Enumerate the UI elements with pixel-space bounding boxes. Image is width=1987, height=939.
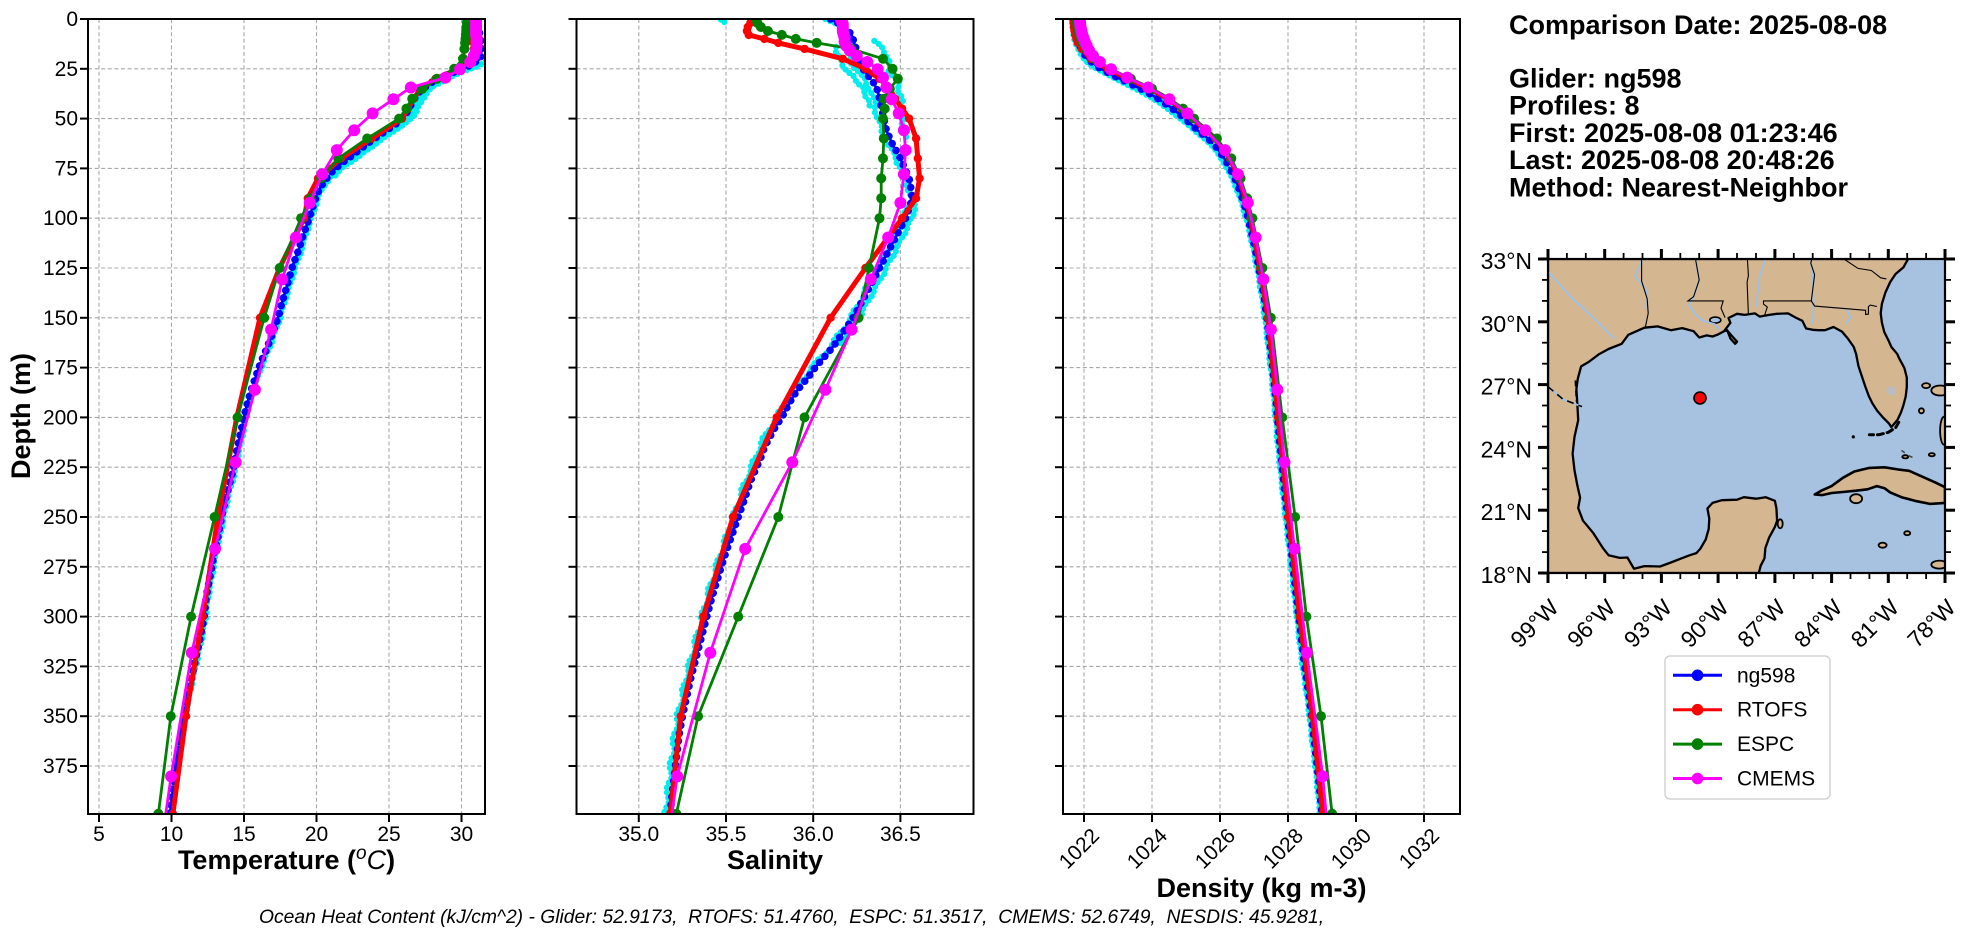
svg-text:25: 25: [377, 823, 400, 846]
svg-text:First: 2025-08-08 01:23:46: First: 2025-08-08 01:23:46: [1509, 118, 1838, 148]
svg-text:24°N: 24°N: [1481, 436, 1532, 462]
svg-text:36.0: 36.0: [793, 823, 834, 846]
svg-text:35.0: 35.0: [618, 823, 659, 846]
svg-text:250: 250: [43, 506, 78, 529]
svg-text:325: 325: [43, 655, 78, 678]
svg-text:225: 225: [43, 456, 78, 479]
svg-text:20: 20: [305, 823, 328, 846]
svg-text:15: 15: [232, 823, 255, 846]
svg-text:75: 75: [55, 157, 78, 180]
svg-text:36.5: 36.5: [880, 823, 921, 846]
svg-text:30: 30: [450, 823, 473, 846]
svg-text:Method: Nearest-Neighbor: Method: Nearest-Neighbor: [1509, 173, 1849, 203]
svg-text:Ocean Heat Content (kJ/cm^2) -: Ocean Heat Content (kJ/cm^2) - Glider: 5…: [259, 907, 1324, 928]
svg-text:10: 10: [160, 823, 183, 846]
svg-text:Last: 2025-08-08 20:48:26: Last: 2025-08-08 20:48:26: [1509, 145, 1835, 175]
svg-text:375: 375: [43, 755, 78, 778]
svg-text:30°N: 30°N: [1481, 311, 1532, 337]
svg-text:125: 125: [43, 257, 78, 280]
svg-text:Comparison Date: 2025-08-08: Comparison Date: 2025-08-08: [1509, 10, 1887, 40]
svg-text:Depth (m): Depth (m): [6, 353, 36, 479]
svg-text:0: 0: [66, 8, 78, 31]
svg-text:275: 275: [43, 556, 78, 579]
svg-text:27°N: 27°N: [1481, 374, 1532, 400]
svg-text:33°N: 33°N: [1481, 248, 1532, 274]
svg-text:Profiles: 8: Profiles: 8: [1509, 91, 1640, 121]
svg-text:35.5: 35.5: [706, 823, 747, 846]
svg-text:21°N: 21°N: [1481, 499, 1532, 525]
svg-text:ESPC: ESPC: [1737, 733, 1794, 756]
svg-text:Density (kg m-3): Density (kg m-3): [1156, 873, 1366, 903]
svg-text:175: 175: [43, 357, 78, 380]
svg-text:ng598: ng598: [1737, 664, 1795, 687]
svg-text:200: 200: [43, 406, 78, 429]
svg-text:25: 25: [55, 58, 78, 81]
svg-text:Salinity: Salinity: [727, 845, 823, 875]
svg-text:CMEMS: CMEMS: [1737, 768, 1815, 791]
svg-text:18°N: 18°N: [1481, 562, 1532, 588]
svg-text:Glider: ng598: Glider: ng598: [1509, 63, 1682, 93]
svg-text:350: 350: [43, 705, 78, 728]
svg-text:50: 50: [55, 108, 78, 131]
svg-text:150: 150: [43, 307, 78, 330]
svg-text:RTOFS: RTOFS: [1737, 699, 1807, 722]
svg-text:100: 100: [43, 207, 78, 230]
svg-text:300: 300: [43, 606, 78, 629]
svg-text:5: 5: [93, 823, 105, 846]
